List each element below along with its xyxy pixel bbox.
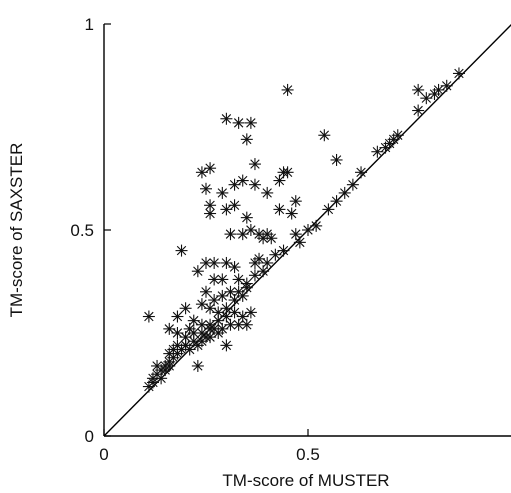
data-point: [204, 162, 217, 175]
data-point: [146, 372, 159, 385]
data-point: [346, 178, 359, 191]
data-point: [220, 310, 233, 323]
data-point: [293, 236, 306, 249]
data-point: [257, 265, 270, 278]
data-point: [179, 302, 192, 315]
data-point: [240, 133, 253, 146]
data-point: [236, 174, 249, 187]
plot-area: 0 0.5 0 0.5 1: [70, 15, 511, 464]
data-point: [244, 306, 257, 319]
data-point: [355, 166, 368, 179]
data-point: [412, 104, 425, 117]
data-point: [208, 256, 221, 269]
data-point: [285, 207, 298, 220]
data-point: [330, 153, 343, 166]
data-point: [310, 219, 323, 232]
axis-ticks: 0 0.5 0 0.5 1: [70, 15, 319, 464]
data-point: [248, 178, 261, 191]
data-point: [244, 116, 257, 129]
data-point: [273, 203, 286, 216]
data-point: [277, 244, 290, 257]
data-point: [273, 174, 286, 187]
data-point: [248, 158, 261, 171]
data-point: [175, 244, 188, 257]
data-point: [183, 322, 196, 335]
data-point: [228, 294, 241, 307]
data-point: [261, 186, 274, 199]
x-tick-label: 0.5: [296, 445, 320, 464]
data-point: [216, 273, 229, 286]
data-point: [269, 248, 282, 261]
data-point: [452, 67, 465, 80]
data-point: [240, 211, 253, 224]
data-point: [224, 228, 237, 241]
data-point: [220, 112, 233, 125]
data-point: [200, 331, 212, 344]
data-point: [191, 339, 204, 352]
data-point: [200, 182, 212, 195]
data-point: [330, 195, 343, 208]
data-point: [204, 302, 217, 315]
data-point: [236, 289, 249, 302]
data-point: [200, 256, 212, 269]
data-point: [224, 318, 237, 331]
data-point: [391, 129, 404, 142]
data-point: [204, 207, 217, 220]
data-point: [142, 310, 155, 323]
data-point: [440, 79, 453, 92]
data-point: [220, 302, 233, 315]
data-point: [183, 343, 196, 356]
data-point: [253, 252, 266, 265]
data-point: [171, 310, 184, 323]
data-point: [228, 306, 241, 319]
y-tick-label: 0.5: [70, 221, 94, 240]
data-point: [228, 261, 241, 274]
data-point: [167, 343, 180, 356]
data-point: [322, 203, 335, 216]
data-point: [338, 186, 351, 199]
data-point: [232, 116, 245, 129]
data-point: [240, 318, 253, 331]
data-point: [142, 380, 155, 393]
data-point: [236, 228, 249, 241]
data-point: [412, 83, 425, 96]
y-tick-label: 0: [85, 427, 94, 446]
data-point: [281, 83, 294, 96]
data-points: [142, 67, 465, 393]
data-point: [220, 256, 233, 269]
data-point: [200, 285, 212, 298]
data-point: [228, 199, 241, 212]
data-point: [216, 186, 229, 199]
data-point: [220, 339, 233, 352]
data-point: [281, 166, 294, 179]
data-point: [289, 195, 302, 208]
data-point: [208, 322, 221, 335]
y-tick-label: 1: [85, 15, 94, 34]
x-axis-label: TM-score of MUSTER: [222, 471, 389, 490]
data-point: [191, 359, 204, 372]
data-point: [318, 129, 331, 142]
data-point: [191, 265, 204, 278]
y-axis-label: TM-score of SAXSTER: [7, 143, 26, 318]
data-point: [248, 269, 261, 282]
x-tick-label: 0: [99, 445, 108, 464]
data-point: [265, 232, 278, 245]
data-point: [163, 359, 176, 372]
